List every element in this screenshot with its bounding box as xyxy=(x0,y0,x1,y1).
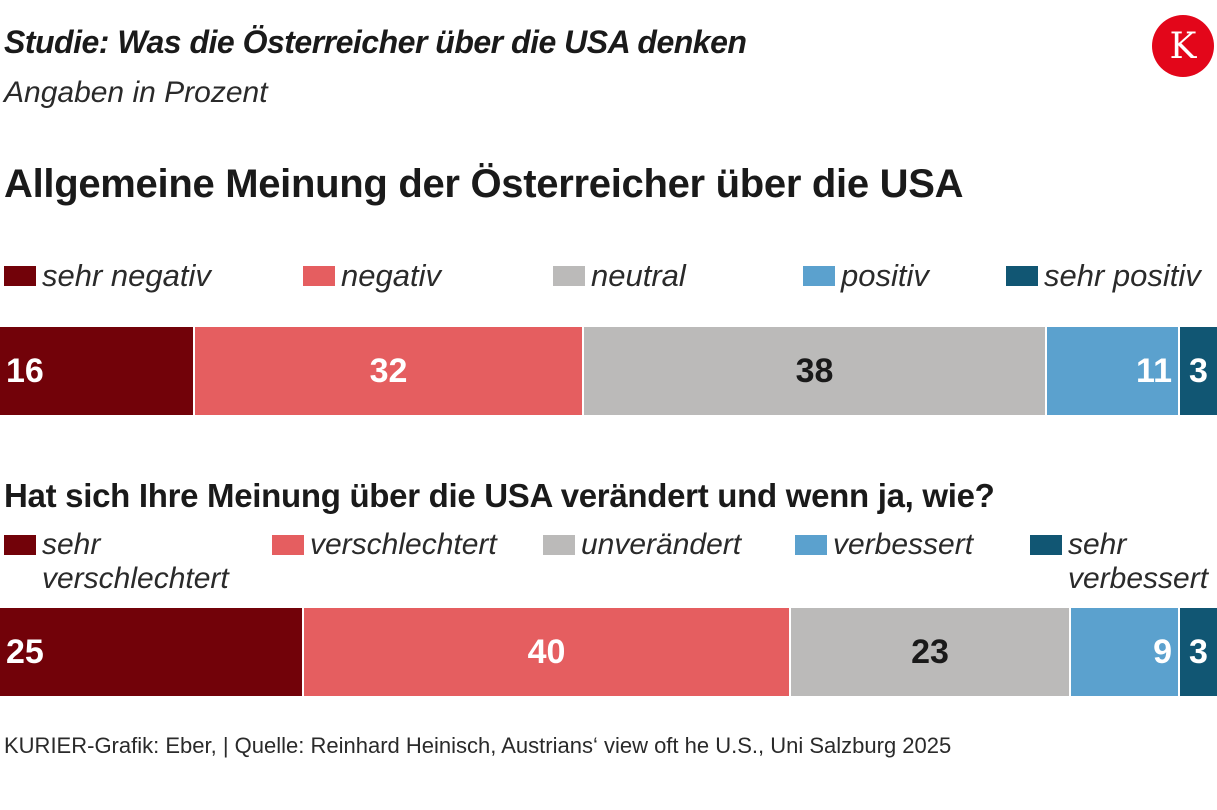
legend-swatch xyxy=(4,535,36,555)
bar-segment-verbessert: 9 xyxy=(1071,608,1180,696)
chart2-stacked-bar: 25 40 23 9 3 xyxy=(0,608,1217,696)
legend-swatch xyxy=(1030,535,1062,555)
chart2-title: Hat sich Ihre Meinung über die USA verän… xyxy=(4,477,995,514)
legend-label: sehr positiv xyxy=(1044,258,1201,293)
chart1-stacked-bar: 16 32 38 11 3 xyxy=(0,327,1217,415)
legend2-item-verbessert: verbessert xyxy=(795,528,973,562)
legend-swatch xyxy=(803,266,835,286)
bar-segment-negativ: 32 xyxy=(195,327,584,415)
bar-value-label: 23 xyxy=(911,632,949,671)
legend-label: verschlechtert xyxy=(310,528,497,561)
bar-value-label: 11 xyxy=(1136,351,1172,390)
legend-label: unverändert xyxy=(581,528,742,561)
bar-value-label: 3 xyxy=(1189,351,1208,390)
legend1-item-sehr-positiv: sehr positiv xyxy=(1006,258,1201,294)
legend-swatch xyxy=(4,266,36,286)
bar-segment-sehr-negativ: 16 xyxy=(0,327,195,415)
bar-value-label: 16 xyxy=(6,351,44,390)
bar-value-label: 9 xyxy=(1153,632,1172,671)
legend2-item-sehr-verbessert: sehr verbessert xyxy=(1030,528,1217,596)
legend-label: verbessert xyxy=(833,528,974,561)
legend-swatch xyxy=(553,266,585,286)
legend-label: positiv xyxy=(841,258,929,293)
kurier-logo: K xyxy=(1152,15,1214,77)
legend-swatch xyxy=(272,535,304,555)
legend-label: neutral xyxy=(591,258,686,293)
source-footer: KURIER-Grafik: Eber, | Quelle: Reinhard … xyxy=(4,733,952,758)
bar-segment-neutral: 38 xyxy=(584,327,1047,415)
legend2-item-sehr-verschlechtert: sehr verschlechtert xyxy=(4,528,254,596)
bar-segment-sehr-verschlechtert: 25 xyxy=(0,608,304,696)
legend2-item-unveraendert: unverändert xyxy=(543,528,741,562)
bar-value-label: 40 xyxy=(527,632,566,671)
legend1-item-negativ: negativ xyxy=(303,258,441,294)
legend1-item-neutral: neutral xyxy=(553,258,686,294)
bar-value-label: 3 xyxy=(1189,632,1208,671)
legend-swatch xyxy=(303,266,335,286)
legend1-item-sehr-negativ: sehr negativ xyxy=(4,258,211,294)
legend-swatch xyxy=(543,535,575,555)
legend-label: sehr verbessert xyxy=(1068,528,1209,595)
legend-label: sehr negativ xyxy=(42,258,211,293)
bar-segment-verschlechtert: 40 xyxy=(304,608,791,696)
legend-label: sehr verschlechtert xyxy=(42,528,229,595)
bar-value-label: 38 xyxy=(795,351,834,390)
bar-value-label: 32 xyxy=(369,351,408,390)
chart-subtitle: Angaben in Prozent xyxy=(4,76,268,109)
legend2-item-verschlechtert: verschlechtert xyxy=(272,528,497,562)
legend-swatch xyxy=(1006,266,1038,286)
legend-swatch xyxy=(795,535,827,555)
bar-segment-sehr-verbessert: 3 xyxy=(1180,608,1217,696)
chart1-title: Allgemeine Meinung der Österreicher über… xyxy=(4,162,964,206)
bar-segment-positiv: 11 xyxy=(1047,327,1180,415)
legend1-item-positiv: positiv xyxy=(803,258,929,294)
bar-value-label: 25 xyxy=(6,632,44,671)
legend-label: negativ xyxy=(341,258,441,293)
bar-segment-sehr-positiv: 3 xyxy=(1180,327,1217,415)
chart-title: Studie: Was die Österreicher über die US… xyxy=(4,24,747,60)
bar-segment-unverändert: 23 xyxy=(791,608,1071,696)
